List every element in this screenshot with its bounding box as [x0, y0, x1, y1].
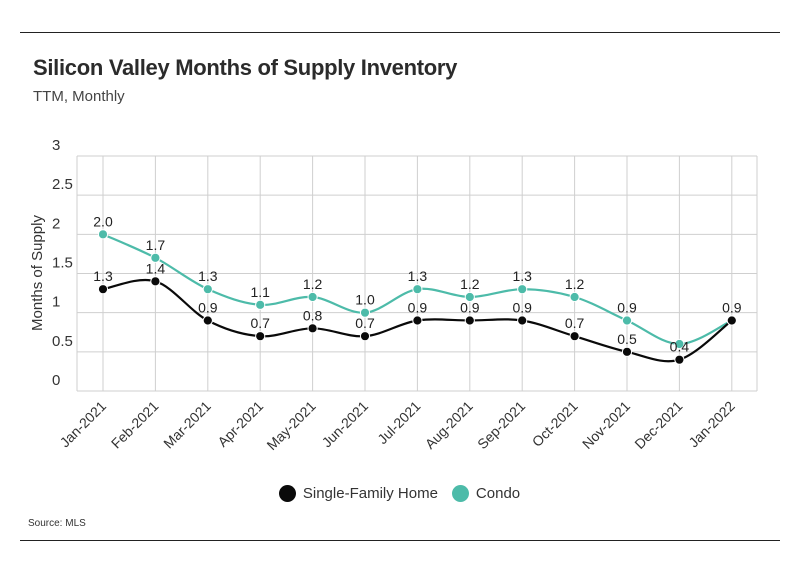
bottom-rule [20, 540, 780, 541]
chart-subtitle: TTM, Monthly [33, 88, 125, 105]
data-label-single-family-5: 0.7 [355, 315, 375, 331]
data-label-single-family-6: 0.9 [408, 300, 428, 316]
data-label-single-family-0: 1.3 [93, 268, 113, 284]
y-tick-label-3: 1.5 [52, 255, 73, 272]
data-label-condo-8: 1.3 [512, 268, 532, 284]
data-point-single-family-6 [412, 315, 423, 326]
data-point-condo-10 [621, 315, 633, 326]
data-point-condo-0 [97, 229, 109, 240]
data-point-single-family-10 [621, 346, 633, 357]
data-point-single-family-7 [464, 315, 475, 326]
data-label-single-family-4: 0.8 [303, 307, 323, 323]
x-tick-label-9: Oct-2021 [529, 398, 581, 450]
legend-label-single-family: Single-Family Home [302, 484, 438, 502]
y-tick-label-0: 0 [52, 372, 60, 389]
x-tick-label-2: Mar-2021 [160, 398, 214, 452]
data-point-condo-3 [255, 299, 266, 310]
data-label-single-family-10: 0.5 [617, 331, 637, 347]
data-label-condo-2: 1.3 [198, 268, 218, 284]
x-tick-label-5: Jun-2021 [319, 398, 372, 451]
x-tick-label-12: Jan-2022 [685, 398, 738, 451]
chart-legend: Single-Family Home Condo [0, 482, 799, 504]
x-tick-label-11: Dec-2021 [631, 398, 685, 452]
y-tick-label-2: 1 [52, 294, 60, 311]
y-tick-label-6: 3 [52, 137, 60, 154]
data-point-single-family-2 [202, 315, 213, 326]
data-point-single-family-12 [726, 315, 737, 326]
data-label-single-family-8: 0.9 [512, 300, 532, 316]
x-tick-label-6: Jul-2021 [374, 398, 423, 447]
data-point-single-family-9 [569, 331, 580, 342]
y-axis-label: Months of Supply [29, 215, 46, 331]
legend-label-condo: Condo [475, 484, 521, 502]
data-point-single-family-3 [255, 331, 266, 342]
x-tick-label-0: Jan-2021 [57, 398, 110, 451]
source-note: Source: MLS [28, 518, 86, 529]
data-point-condo-5 [359, 307, 371, 318]
data-point-condo-11 [674, 338, 685, 350]
data-label-condo-9: 1.2 [565, 276, 585, 292]
data-label-single-family-1: 1.4 [146, 260, 166, 276]
data-label-condo-5: 1.0 [355, 292, 375, 308]
legend-item-single-family: Single-Family Home [278, 484, 438, 502]
legend-swatch-condo [451, 484, 469, 502]
data-label-condo-10: 0.9 [617, 300, 637, 316]
data-label-single-family-11: 0.4 [670, 339, 690, 355]
legend-item-condo: Condo [451, 484, 521, 502]
x-tick-label-7: Aug-2021 [422, 398, 476, 452]
top-rule [20, 32, 780, 33]
data-label-single-family-2: 0.9 [198, 300, 218, 316]
data-point-single-family-8 [517, 315, 528, 326]
data-point-single-family-0 [97, 284, 109, 295]
data-point-condo-7 [464, 291, 475, 303]
data-label-condo-3: 1.1 [250, 284, 270, 300]
data-label-condo-0: 2.0 [93, 213, 113, 229]
y-tick-label-1: 0.5 [52, 333, 73, 350]
data-point-single-family-4 [307, 323, 318, 334]
y-tick-label-4: 2 [52, 215, 60, 232]
x-tick-label-4: May-2021 [263, 398, 318, 453]
data-point-condo-1 [150, 252, 161, 263]
data-point-condo-9 [569, 291, 580, 303]
data-label-single-family-9: 0.7 [565, 315, 585, 331]
data-label-condo-4: 1.2 [303, 276, 323, 292]
data-label-single-family-7: 0.9 [460, 300, 480, 316]
data-label-condo-6: 1.3 [408, 268, 428, 284]
data-point-condo-8 [517, 284, 528, 295]
data-point-single-family-1 [150, 276, 161, 287]
data-label-condo-12: 0.9 [722, 300, 742, 316]
legend-swatch-single-family [278, 484, 296, 502]
data-point-condo-4 [307, 291, 318, 303]
data-point-single-family-5 [359, 331, 371, 342]
data-point-single-family-11 [674, 354, 685, 365]
x-tick-label-1: Feb-2021 [108, 398, 162, 452]
chart-title: Silicon Valley Months of Supply Inventor… [33, 55, 458, 80]
data-point-condo-2 [202, 284, 213, 295]
data-point-condo-6 [412, 284, 423, 295]
x-tick-label-10: Nov-2021 [579, 398, 633, 452]
x-tick-label-8: Sep-2021 [474, 398, 528, 452]
data-label-condo-7: 1.2 [460, 276, 480, 292]
data-label-condo-1: 1.7 [146, 237, 166, 253]
data-label-single-family-3: 0.7 [250, 315, 270, 331]
x-tick-label-3: Apr-2021 [214, 398, 266, 450]
y-tick-label-5: 2.5 [52, 176, 73, 193]
